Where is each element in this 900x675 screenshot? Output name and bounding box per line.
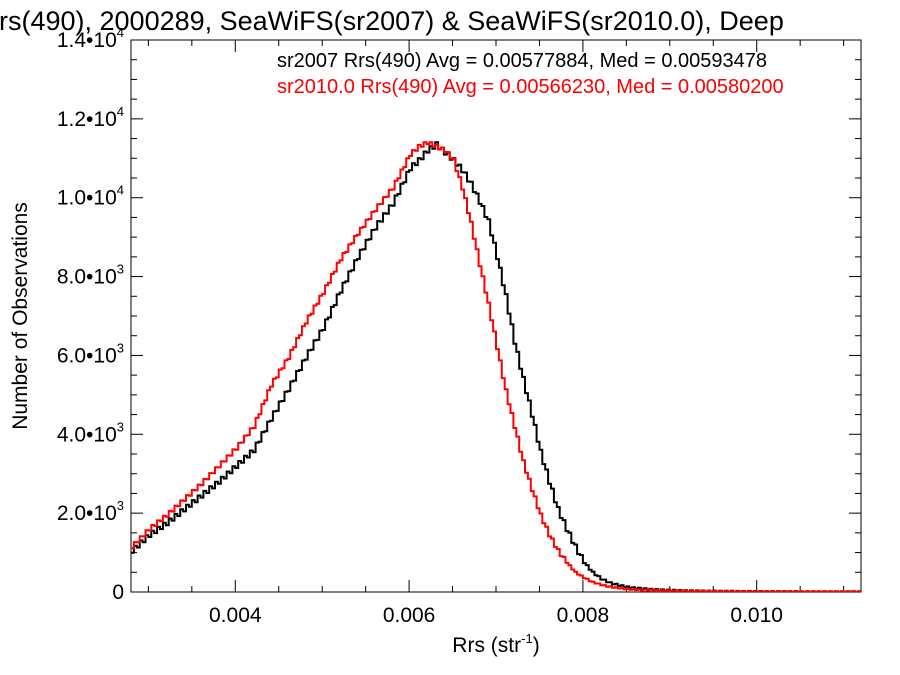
- y-tick-label: 4.0•103: [57, 419, 124, 446]
- annotation-text: sr2010.0 Rrs(490) Avg = 0.00566230, Med …: [277, 76, 784, 98]
- y-tick-label: 1.4•104: [57, 25, 124, 52]
- y-tick-label: 1.0•104: [57, 183, 124, 210]
- y-tick-label-mantissa: 4.0•10: [57, 423, 117, 446]
- y-tick-label-exponent: 4: [117, 104, 124, 119]
- y-tick-label: 0: [112, 581, 124, 604]
- x-axis-ticks: 0.004 0.006 0.008 0.010: [147, 40, 845, 627]
- series-layer: [131, 141, 861, 592]
- y-tick-label-mantissa: 6.0•10: [57, 344, 117, 367]
- y-tick-label: 1.2•104: [57, 104, 124, 131]
- y-tick-label-mantissa: 8.0•10: [57, 266, 117, 289]
- y-tick-label-mantissa: 1.0•10: [57, 187, 117, 210]
- x-axis-title-text: Rrs (str: [452, 634, 521, 657]
- series-line-sr2010: [131, 141, 861, 592]
- y-tick-label-mantissa: 1.2•10: [57, 108, 117, 131]
- chart-title: rrs(490), 2000289, SeaWiFS(sr2007) & Sea…: [0, 6, 784, 36]
- y-tick-label-exponent: 3: [117, 340, 124, 355]
- y-tick-label-exponent: 4: [117, 183, 124, 198]
- y-tick-label-exponent: 3: [117, 419, 124, 434]
- x-axis-title-close: ): [533, 634, 540, 657]
- y-tick-label-mantissa: 1.4•10: [57, 29, 117, 52]
- y-tick-label-mantissa: 2.0•10: [57, 502, 117, 525]
- y-tick-label-exponent: 3: [117, 262, 124, 277]
- annotation-text: sr2007 Rrs(490) Avg = 0.00577884, Med = …: [277, 50, 767, 72]
- x-tick-label: 0.006: [383, 604, 436, 627]
- y-tick-label: 6.0•103: [57, 340, 124, 367]
- series-line-sr2007: [131, 141, 861, 592]
- y-tick-label: 2.0•103: [57, 498, 124, 525]
- x-axis-title-superscript: -1: [521, 631, 533, 646]
- y-tick-label-exponent: 3: [117, 498, 124, 513]
- y-tick-label-exponent: 4: [117, 25, 124, 40]
- x-tick-label: 0.008: [557, 604, 610, 627]
- x-tick-label: 0.004: [209, 604, 262, 627]
- y-axis-ticks: 02.0•1034.0•1036.0•1038.0•1031.0•1041.2•…: [57, 25, 861, 604]
- x-tick-label: 0.010: [730, 604, 783, 627]
- x-axis-title: Rrs (str-1): [452, 631, 539, 657]
- y-tick-label-mantissa: 0: [112, 581, 124, 604]
- y-axis-title: Number of Observations: [9, 202, 32, 430]
- annotations: sr2007 Rrs(490) Avg = 0.00577884, Med = …: [277, 50, 784, 98]
- y-tick-label: 8.0•103: [57, 262, 124, 289]
